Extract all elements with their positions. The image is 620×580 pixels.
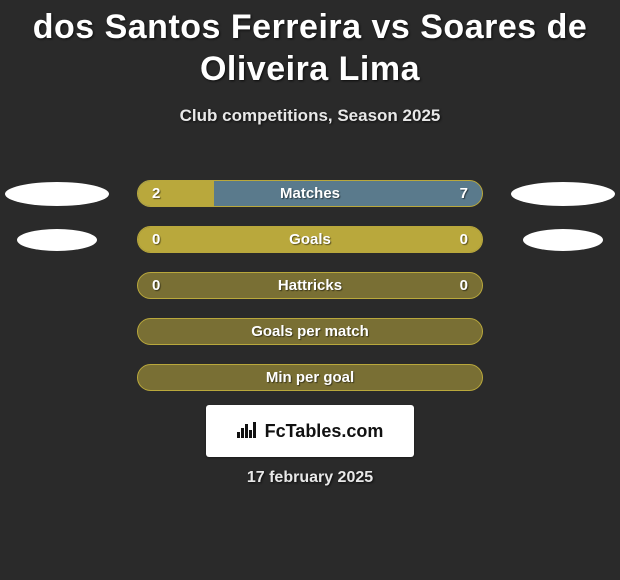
stat-label: Hattricks [138, 277, 482, 294]
team-badge-left [17, 229, 97, 251]
stat-value-right: 0 [460, 277, 468, 294]
stat-row: Goals0 0 [0, 226, 620, 253]
page-subtitle: Club competitions, Season 2025 [0, 106, 620, 126]
stat-bar: Matches2 7 [137, 180, 483, 207]
stat-row: Min per goal [0, 364, 620, 391]
stat-label: Min per goal [138, 369, 482, 386]
stat-value-left: 2 [152, 185, 160, 202]
stat-bar: Goals per match [137, 318, 483, 345]
team-badge-right [523, 229, 603, 251]
stat-rows: Matches27Goals00Hattricks00Goals per mat… [0, 180, 620, 391]
stat-label: Goals [138, 231, 482, 248]
team-badge-left [5, 182, 109, 206]
stat-value-left: 0 [152, 277, 160, 294]
stat-row: Matches2 7 [0, 180, 620, 207]
watermark-text: FcTables.com [265, 421, 384, 442]
stat-value-right: 7 [460, 185, 468, 202]
watermark: FcTables.com [206, 405, 414, 457]
stat-label: Matches [138, 185, 482, 202]
stat-value-right: 0 [460, 231, 468, 248]
comparison-infographic: dos Santos Ferreira vs Soares de Oliveir… [0, 0, 620, 580]
stat-label: Goals per match [138, 323, 482, 340]
stat-value-left: 0 [152, 231, 160, 248]
stat-bar: Min per goal [137, 364, 483, 391]
page-title: dos Santos Ferreira vs Soares de Oliveir… [0, 0, 620, 90]
footer-date: 17 february 2025 [0, 469, 620, 487]
stat-row: Goals per match [0, 318, 620, 345]
stat-bar: Hattricks0 0 [137, 272, 483, 299]
stat-row: Hattricks0 0 [0, 272, 620, 299]
bars-icon [237, 420, 259, 443]
team-badge-right [511, 182, 615, 206]
stat-bar: Goals0 0 [137, 226, 483, 253]
